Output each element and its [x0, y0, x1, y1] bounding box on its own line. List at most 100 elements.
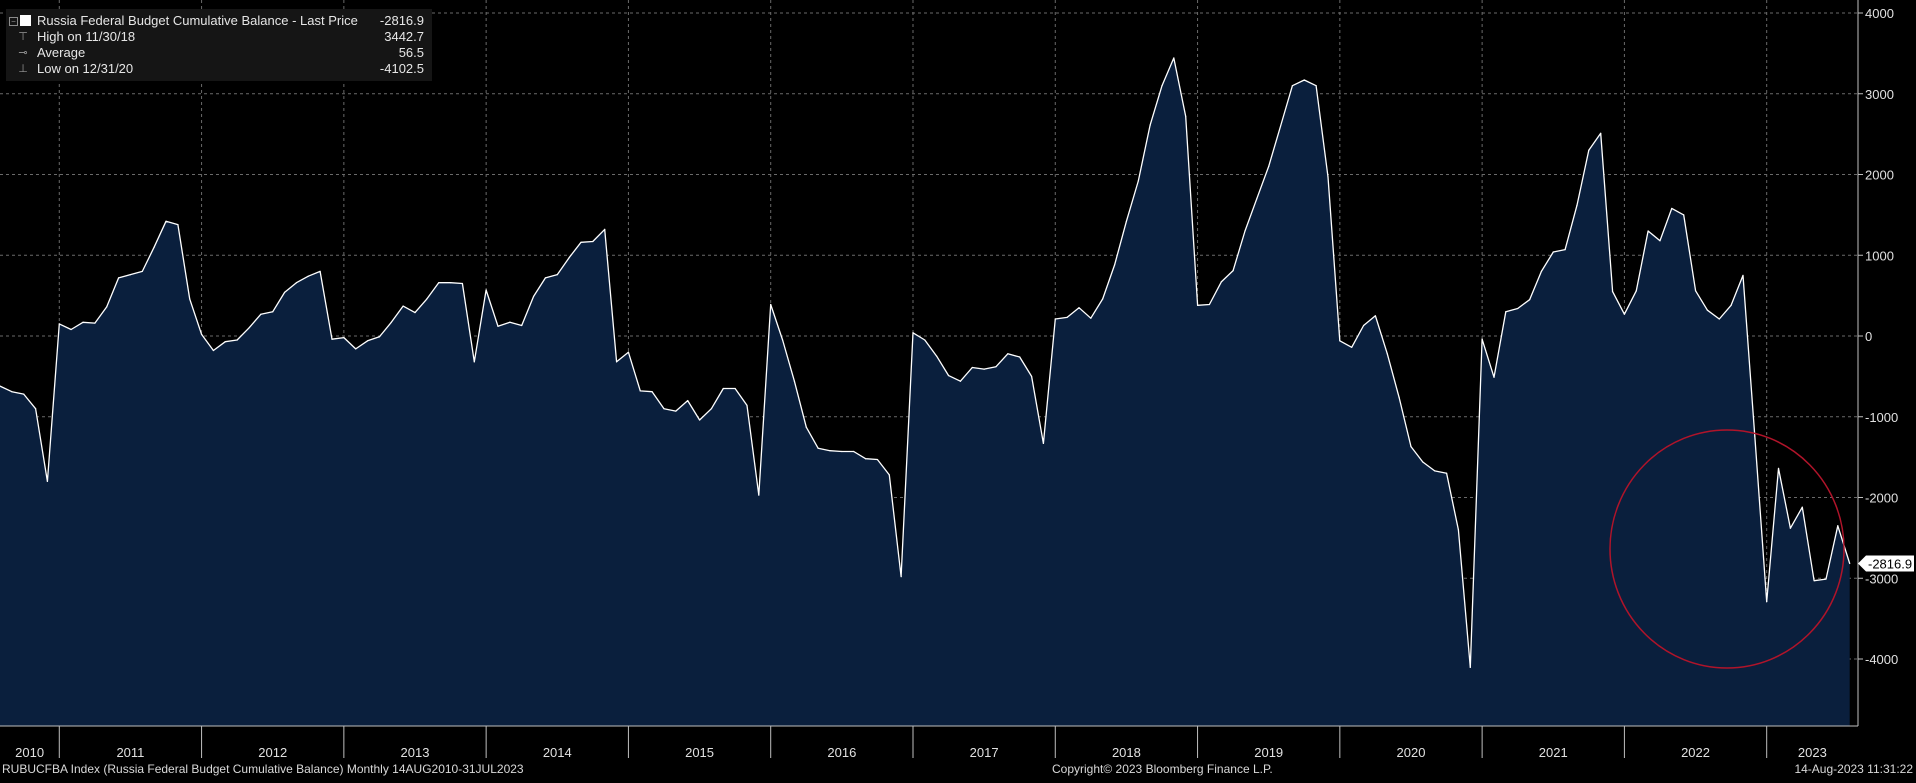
data-point: [1090, 317, 1092, 319]
x-tick-label: 2019: [1254, 745, 1283, 760]
data-point: [1173, 57, 1175, 59]
x-tick-label: 2011: [116, 745, 144, 760]
data-point: [390, 321, 392, 323]
legend-title: Russia Federal Budget Cumulative Balance…: [37, 13, 358, 28]
data-point: [924, 339, 926, 341]
data-point: [343, 337, 345, 339]
data-point: [473, 361, 475, 363]
data-point: [331, 338, 333, 340]
data-point: [497, 325, 499, 327]
data-point: [1825, 578, 1827, 580]
data-point: [1564, 248, 1566, 251]
data-point: [1706, 309, 1709, 311]
data-point: [734, 387, 736, 390]
data-point: [1125, 220, 1128, 222]
data-point: [248, 327, 250, 329]
data-point: [544, 277, 547, 279]
data-point: [1220, 281, 1222, 283]
data-point: [1196, 304, 1199, 306]
legend-low-value: -4102.5: [379, 61, 424, 76]
data-point: [200, 333, 203, 335]
data-point: [141, 270, 143, 272]
data-point: [1635, 290, 1637, 292]
data-point: [876, 458, 879, 461]
data-point: [1718, 318, 1720, 320]
data-point: [260, 313, 262, 315]
data-point: [698, 419, 701, 421]
x-tick-label: 2010: [15, 745, 44, 760]
data-point: [793, 380, 796, 382]
x-tick-label: 2021: [1539, 745, 1568, 760]
data-point: [1505, 311, 1507, 313]
data-point: [592, 240, 594, 243]
data-point: [1813, 580, 1815, 582]
data-point: [580, 241, 582, 243]
data-point: [82, 321, 84, 323]
data-point: [1042, 442, 1045, 444]
data-point: [1445, 472, 1448, 474]
data-point: [1279, 125, 1282, 127]
y-tick-label: -1000: [1865, 410, 1898, 425]
data-point: [461, 282, 464, 285]
data-point: [1683, 214, 1685, 216]
data-point: [1102, 298, 1104, 300]
data-point: [70, 328, 72, 331]
data-point: [1185, 115, 1187, 117]
data-point: [177, 223, 179, 226]
data-point: [1149, 124, 1151, 126]
legend-low-label: Low on 12/31/20: [37, 61, 134, 76]
data-point: [1232, 269, 1234, 272]
data-point: [615, 361, 618, 363]
data-point: [663, 408, 665, 410]
data-point: [46, 480, 49, 482]
last-price-tag: -2816.9: [1858, 555, 1914, 572]
data-point: [1801, 506, 1803, 508]
x-tick-label: 2020: [1397, 745, 1426, 760]
data-point: [1208, 303, 1211, 306]
data-point: [959, 380, 962, 382]
data-point: [414, 311, 416, 314]
data-point: [1517, 307, 1519, 310]
data-point: [23, 393, 25, 395]
x-tick-label: 2012: [258, 745, 287, 760]
data-point: [1730, 304, 1732, 306]
data-point: [378, 336, 381, 338]
legend-high-label: High on 11/30/18: [37, 29, 136, 44]
data-point: [983, 368, 985, 370]
data-point: [1493, 376, 1495, 378]
data-point: [1030, 375, 1033, 377]
data-point: [117, 277, 120, 279]
data-point: [1303, 79, 1305, 81]
legend-title-value: -2816.9: [379, 13, 424, 28]
data-point: [1576, 204, 1578, 206]
high-marker-icon: ⊤: [18, 31, 28, 43]
data-point: [1481, 338, 1483, 340]
data-point: [1469, 666, 1471, 668]
footer-ticker: RUBUCFBA Index (Russia Federal Budget Cu…: [2, 762, 524, 776]
collapse-toggle-icon[interactable]: −: [9, 17, 18, 26]
data-point: [1659, 240, 1661, 242]
x-tick-label: 2014: [543, 745, 572, 760]
data-point: [1694, 290, 1697, 292]
data-point: [888, 474, 890, 476]
data-point: [485, 289, 487, 291]
data-point: [355, 348, 357, 350]
legend-title-row: − Russia Federal Budget Cumulative Balan…: [6, 13, 432, 29]
y-tick-label: 0: [1865, 329, 1872, 344]
data-point: [817, 447, 819, 449]
data-point: [0, 385, 1, 387]
data-point: [770, 303, 772, 306]
data-point: [1113, 264, 1116, 266]
data-point: [971, 366, 973, 369]
legend-high-row: ⊤ High on 11/30/18 3442.7: [6, 29, 432, 45]
data-point: [947, 374, 950, 377]
data-point: [1552, 251, 1554, 253]
data-point: [556, 274, 558, 276]
data-point: [283, 291, 286, 293]
data-point: [1837, 525, 1839, 527]
data-point: [1398, 396, 1400, 398]
x-tick-label: 2015: [685, 745, 714, 760]
y-tick-label: -4000: [1865, 652, 1898, 667]
data-point: [1374, 315, 1377, 317]
data-point: [1766, 601, 1768, 603]
